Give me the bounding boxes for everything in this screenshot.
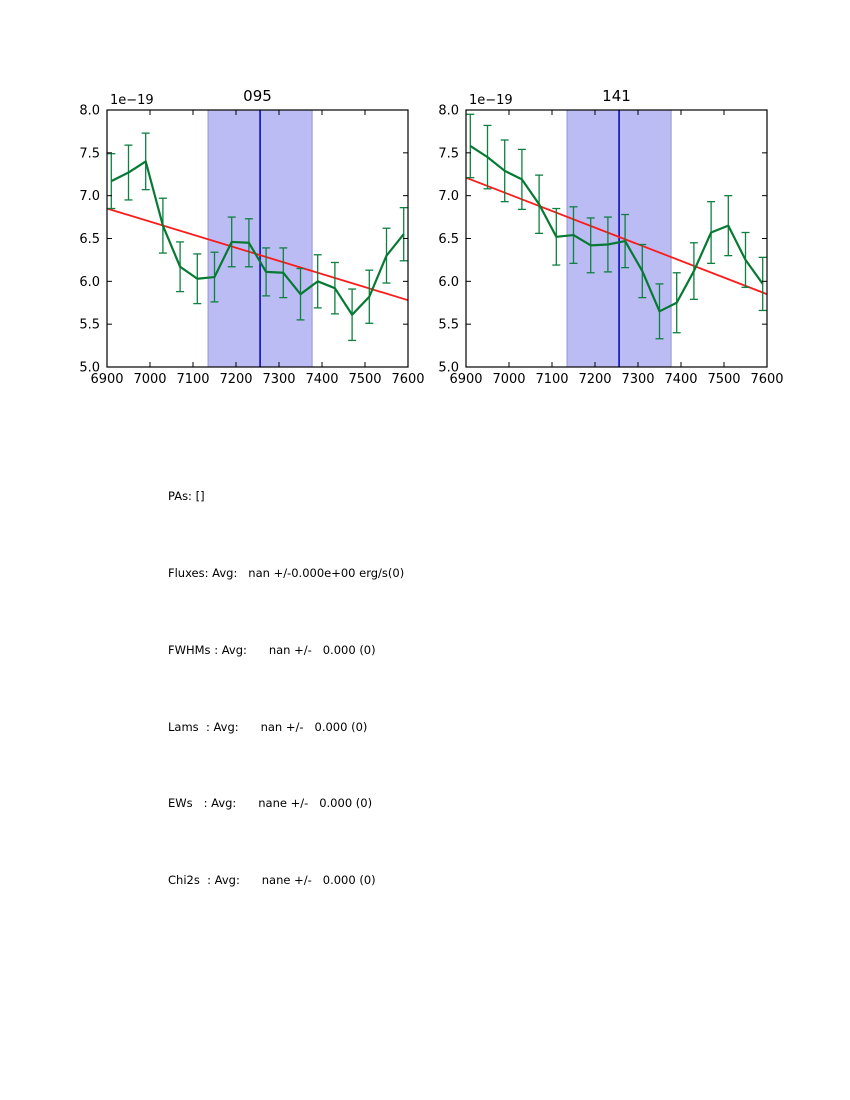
x-tick-label: 7200 bbox=[219, 372, 252, 387]
y-axis-offset-label: 1e−19 bbox=[110, 93, 154, 108]
x-tick-label: 7300 bbox=[262, 372, 295, 387]
y-tick-label: 6.5 bbox=[79, 232, 100, 247]
axis-ticks bbox=[465, 109, 768, 368]
stats-line-fwhms: FWHMs : Avg: nan +/- 0.000 (0) bbox=[168, 642, 376, 657]
x-tick-label: 7300 bbox=[621, 372, 654, 387]
axis-tick-labels: 6900 7000 7100 7200 7300 7400 7500 7600 5.0 5.5 6.… bbox=[438, 104, 783, 388]
stats-line-lams: Lams : Avg: nan +/- 0.000 (0) bbox=[168, 719, 368, 734]
plot-title: 095 bbox=[243, 87, 272, 105]
x-tick-label: 7000 bbox=[133, 372, 166, 387]
y-tick-label: 6.0 bbox=[438, 275, 459, 290]
stats-line-fluxes: Fluxes: Avg: nan +/-0.000e+00 erg/s(0) bbox=[168, 565, 405, 580]
y-tick-label: 8.0 bbox=[438, 104, 459, 119]
x-tick-label: 7200 bbox=[578, 372, 611, 387]
y-tick-label: 5.0 bbox=[438, 361, 459, 376]
axis-tick-labels: 6900 7000 7100 7200 7300 7400 7500 7600 5.0 5.5 6.… bbox=[79, 104, 424, 388]
y-tick-label: 5.5 bbox=[79, 318, 100, 333]
x-tick-label: 7500 bbox=[348, 372, 381, 387]
data-line bbox=[110, 160, 405, 316]
x-tick-label: 7600 bbox=[750, 372, 783, 387]
plot-title: 141 bbox=[602, 87, 631, 105]
y-tick-label: 5.0 bbox=[79, 361, 100, 376]
stats-line-ews: EWs : Avg: nane +/- 0.000 (0) bbox=[168, 796, 373, 811]
x-tick-label: 7000 bbox=[492, 372, 525, 387]
figure-canvas: 6900 7000 7100 7200 7300 7400 7500 7600 5.0 5.5 6.… bbox=[79, 87, 783, 387]
stats-line-chi2s: Chi2s : Avg: nane +/- 0.000 (0) bbox=[168, 873, 376, 888]
data-line bbox=[469, 145, 764, 313]
y-axis-offset-label: 1e−19 bbox=[469, 93, 513, 108]
y-tick-label: 8.0 bbox=[79, 104, 100, 119]
y-tick-label: 7.0 bbox=[79, 189, 100, 204]
y-tick-label: 6.0 bbox=[79, 275, 100, 290]
x-tick-label: 7100 bbox=[535, 372, 568, 387]
x-tick-label: 6900 bbox=[90, 372, 123, 387]
y-tick-label: 5.5 bbox=[438, 318, 459, 333]
stats-line-pas: PAs: [] bbox=[168, 489, 205, 504]
trend-line bbox=[465, 176, 768, 296]
y-tick-label: 7.5 bbox=[438, 146, 459, 161]
x-tick-label: 7400 bbox=[305, 372, 338, 387]
trend-line bbox=[106, 207, 409, 302]
x-tick-label: 7100 bbox=[176, 372, 209, 387]
x-tick-label: 7400 bbox=[664, 372, 697, 387]
x-tick-label: 7500 bbox=[707, 372, 740, 387]
spectrum-plot-095: 6900 7000 7100 7200 7300 7400 7500 7600 5.0 5.5 6.… bbox=[79, 87, 424, 387]
y-tick-label: 7.5 bbox=[79, 146, 100, 161]
spectrum-plot-141: 6900 7000 7100 7200 7300 7400 7500 7600 5.0 5.5 6.… bbox=[438, 87, 783, 387]
x-tick-label: 7600 bbox=[391, 372, 424, 387]
stats-block: PAs: [] Fluxes: Avg: nan +/-0.000e+00 er… bbox=[168, 433, 404, 945]
y-tick-label: 6.5 bbox=[438, 232, 459, 247]
axis-ticks bbox=[106, 109, 409, 368]
x-tick-label: 6900 bbox=[449, 372, 482, 387]
y-tick-label: 7.0 bbox=[438, 189, 459, 204]
